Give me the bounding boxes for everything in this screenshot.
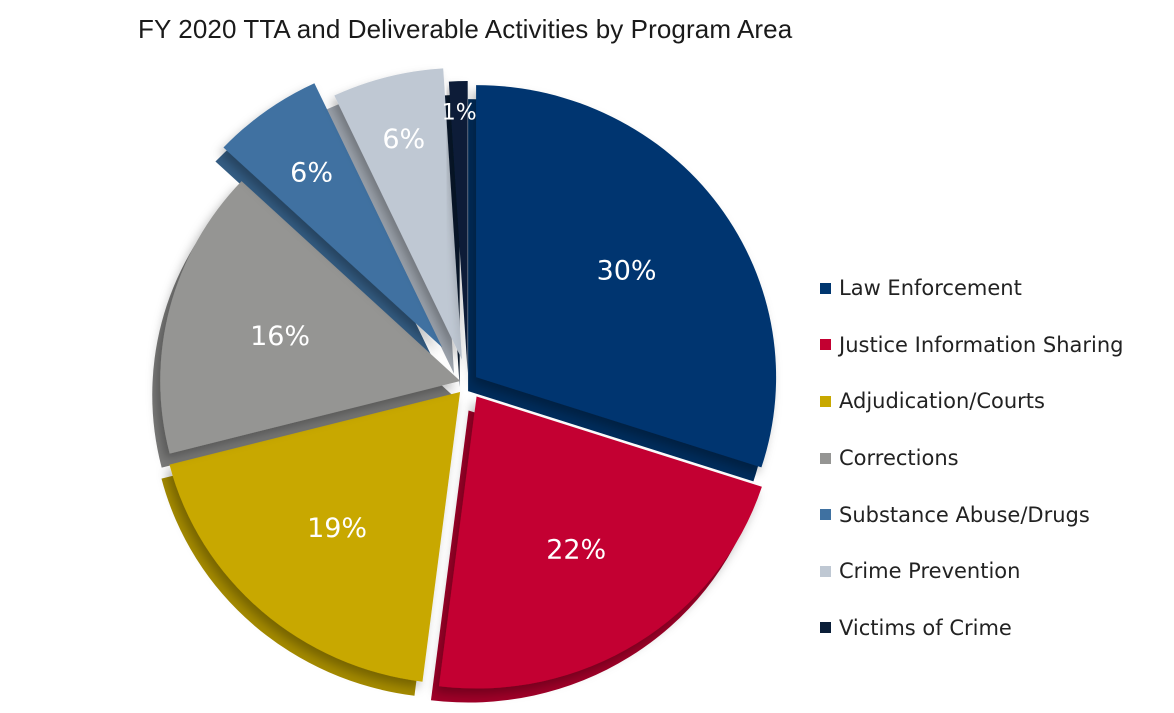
legend-item: Substance Abuse/Drugs [820,486,1124,543]
legend-label: Victims of Crime [839,615,1012,640]
legend-swatch [820,452,831,464]
legend-swatch [820,509,831,521]
legend-swatch [820,395,831,407]
legend-item: Crime Prevention [820,543,1124,600]
legend-item: Victims of Crime [820,600,1124,657]
chart-legend: Law Enforcement Justice Information Shari… [820,260,1124,656]
pie-slice-crime-prevention[interactable] [334,68,463,360]
pie-slice-corrections[interactable] [160,181,461,454]
pie-slice-victims-of-crime[interactable] [448,81,468,374]
legend-item: Corrections [820,430,1124,487]
slice-data-label: 16% [250,321,310,352]
legend-label: Substance Abuse/Drugs [839,502,1090,527]
pie-slice-substance-abuse-drugs[interactable] [223,83,443,348]
legend-swatch [820,622,831,634]
legend-item: Adjudication/Courts [820,373,1124,430]
chart-title: FY 2020 TTA and Deliverable Activities b… [138,14,793,44]
pie-slice-law-enforcement[interactable] [476,85,777,468]
slice-data-label: 6% [382,124,425,155]
legend-swatch [820,565,831,577]
slice-data-label: 22% [546,534,606,565]
legend-label: Justice Information Sharing [839,332,1124,357]
slice-data-label: 6% [290,158,333,189]
legend-label: Law Enforcement [839,276,1022,301]
legend-item: Law Enforcement [820,260,1124,317]
pie-slice-adjudication-courts[interactable] [169,392,461,682]
legend-item: Justice Information Sharing [820,317,1124,374]
legend-swatch [820,339,831,351]
legend-label: Adjudication/Courts [839,389,1045,414]
legend-swatch [820,282,831,294]
legend-label: Crime Prevention [839,559,1021,584]
pie-slice-justice-information-sharing[interactable] [438,396,762,689]
slice-data-label: 30% [597,256,657,287]
slice-data-label: 1% [442,100,477,125]
legend-label: Corrections [839,446,959,471]
slice-data-label: 19% [307,513,367,544]
